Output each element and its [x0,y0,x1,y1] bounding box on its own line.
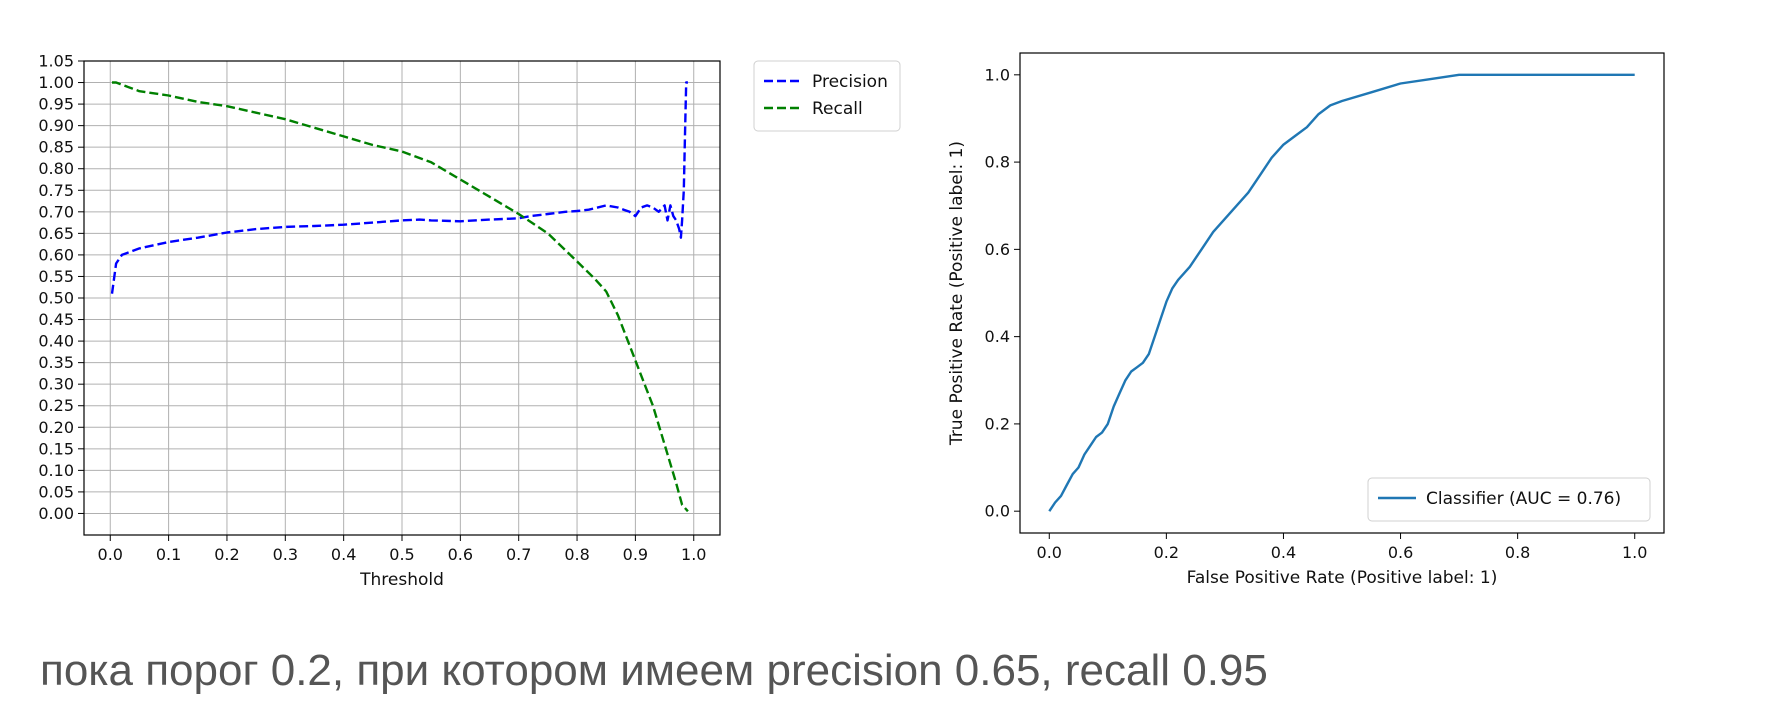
y-tick-label: 0.05 [38,482,74,501]
y-tick-label: 0.70 [38,202,74,221]
x-tick-label: 0.1 [156,545,181,564]
y-tick-label: 0.00 [38,504,74,523]
y-tick-label: 0.20 [38,418,74,437]
y-tick-label: 0.40 [38,332,74,351]
series-line-recall [112,81,689,513]
legend-label: Precision [812,72,888,92]
y-tick-label: 0.6 [985,240,1010,259]
chart-1: 0.0 0.1 0.2 0.3 0.4 0.5 0.6 0.7 0.8 0.9 1.0 0.00 0.0… [38,52,901,590]
x-tick-label: 0.9 [623,545,648,564]
y-tick-label: 0.15 [38,439,74,458]
y-tick-label: 0.75 [38,181,74,200]
x-tick-label: 0.5 [389,545,414,564]
series-line-precision [110,81,688,294]
plot-frame [83,60,721,536]
legend-box [753,60,901,132]
x-tick-label: 0.2 [214,545,239,564]
y-tick-label: 0.85 [38,138,74,157]
x-axis-label: Threshold [359,570,444,590]
legend: Precision Recall [753,60,901,132]
y-tick-label: 1.05 [38,52,74,71]
x-tick-label: 0.3 [273,545,298,564]
x-tick-label: 0.4 [1271,543,1296,562]
y-tick-label: 0.65 [38,224,74,243]
y-tick-label: 0.8 [985,153,1010,172]
x-tick-label: 0.6 [448,545,473,564]
x-tick-label: 0.0 [98,545,123,564]
legend-box [1367,477,1651,522]
y-tick-label: 0.80 [38,159,74,178]
y-tick-label: 0.45 [38,310,74,329]
caption-text: пока порог 0.2, при котором имеем precis… [40,646,1268,695]
y-tick-label: 0.2 [985,414,1010,433]
y-tick-label: 0.35 [38,353,74,372]
x-tick-label: 0.8 [1505,543,1530,562]
legend: Classifier (AUC = 0.76) [1367,477,1651,522]
y-tick-label: 0.30 [38,375,74,394]
y-tick-label: 0.60 [38,245,74,264]
x-tick-label: 0.6 [1388,543,1413,562]
y-tick-label: 0.25 [38,396,74,415]
y-tick-label: 1.0 [985,65,1010,84]
y-tick-label: 0.50 [38,289,74,308]
y-tick-label: 0.95 [38,95,74,114]
y-tick-label: 0.0 [985,502,1010,521]
chart-2: 0.0 0.2 0.4 0.6 0.8 1.0 0.0 0.2 0.4 0.6 0.8 1.0 Fals… [947,52,1665,588]
legend-label: Classifier (AUC = 0.76) [1426,489,1621,509]
y-axis-label: True Positive Rate (Positive label: 1) [947,141,967,446]
x-tick-label: 0.8 [564,545,589,564]
y-tick-label: 1.00 [38,73,74,92]
legend-label: Recall [812,99,863,119]
x-tick-label: 1.0 [681,545,706,564]
x-tick-label: 0.7 [506,545,531,564]
x-tick-label: 0.0 [1037,543,1062,562]
x-tick-label: 1.0 [1622,543,1647,562]
x-tick-label: 0.2 [1154,543,1179,562]
y-tick-label: 0.55 [38,267,74,286]
y-tick-label: 0.4 [985,327,1010,346]
plot-frame [1019,52,1665,534]
y-tick-label: 0.90 [38,116,74,135]
x-tick-label: 0.4 [331,545,356,564]
y-tick-label: 0.10 [38,461,74,480]
series-line-classifier-auc-0-76 [1048,73,1635,512]
x-axis-label: False Positive Rate (Positive label: 1) [1187,568,1498,588]
